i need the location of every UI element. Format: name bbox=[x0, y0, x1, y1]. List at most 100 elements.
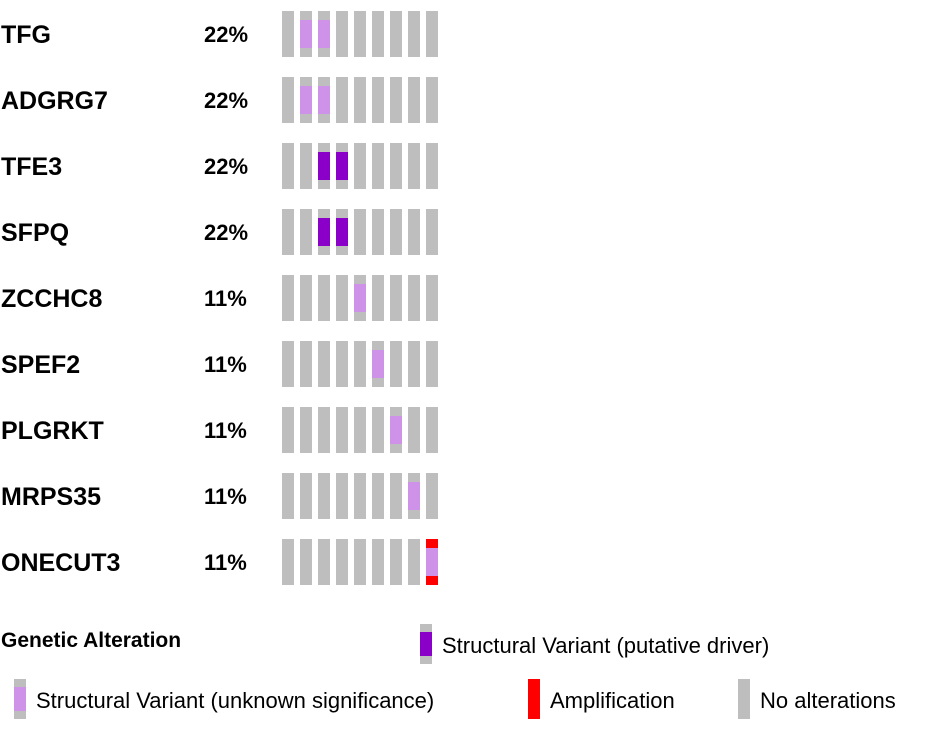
sample-cell bbox=[426, 143, 438, 189]
no-alteration-mark bbox=[390, 143, 402, 189]
sample-cell bbox=[408, 539, 420, 585]
no-alteration-mark bbox=[426, 407, 438, 453]
sample-cell bbox=[372, 143, 384, 189]
no-alteration-mark bbox=[318, 275, 330, 321]
sample-cell bbox=[354, 341, 366, 387]
structural-variant-driver-mark bbox=[336, 218, 348, 246]
gene-label: MRPS35 bbox=[1, 483, 101, 511]
no-alteration-mark bbox=[390, 341, 402, 387]
no-alteration-mark bbox=[390, 209, 402, 255]
no-alteration-mark bbox=[336, 341, 348, 387]
percent-label: 11% bbox=[204, 286, 247, 311]
legend-title: Genetic Alteration bbox=[1, 629, 181, 652]
sample-cell bbox=[282, 11, 294, 57]
legend-swatch bbox=[528, 679, 540, 719]
track-row-sfpq: SFPQ 22% bbox=[1, 209, 438, 255]
structural-variant-unknown-mark bbox=[300, 86, 312, 114]
sample-cell bbox=[372, 341, 384, 387]
no-alteration-mark bbox=[354, 11, 366, 57]
structural-variant-unknown-mark bbox=[354, 284, 366, 312]
track-row-adgrg7: ADGRG7 22% bbox=[1, 77, 438, 123]
structural-variant-unknown-mark bbox=[318, 86, 330, 114]
structural-variant-driver-mark bbox=[336, 152, 348, 180]
sample-cell bbox=[300, 341, 312, 387]
legend-swatch bbox=[420, 624, 432, 664]
structural-variant-driver-mark bbox=[318, 152, 330, 180]
no-alteration-mark bbox=[300, 275, 312, 321]
no-alteration-mark bbox=[408, 341, 420, 387]
no-alteration-mark bbox=[390, 275, 402, 321]
sample-cell bbox=[336, 143, 348, 189]
percent-label: 22% bbox=[204, 22, 248, 47]
sample-cell bbox=[318, 407, 330, 453]
sample-cell bbox=[282, 77, 294, 123]
gene-label: SFPQ bbox=[1, 219, 69, 247]
sample-cell bbox=[408, 275, 420, 321]
sample-cell bbox=[354, 407, 366, 453]
sample-cell bbox=[426, 11, 438, 57]
sample-cell bbox=[318, 143, 330, 189]
gene-label: ADGRG7 bbox=[1, 87, 108, 115]
sample-cell bbox=[336, 77, 348, 123]
structural-variant-unknown-mark bbox=[408, 482, 420, 510]
sample-cell bbox=[318, 77, 330, 123]
percent-label: 11% bbox=[204, 484, 247, 509]
no-alteration-mark bbox=[408, 11, 420, 57]
no-alteration-mark bbox=[318, 341, 330, 387]
no-alteration-mark bbox=[372, 143, 384, 189]
sample-cell bbox=[426, 209, 438, 255]
no-alteration-mark bbox=[372, 407, 384, 453]
legend-item-sv-unknown: Structural Variant (unknown significance… bbox=[14, 679, 434, 719]
sample-cell bbox=[372, 11, 384, 57]
no-alteration-mark bbox=[372, 77, 384, 123]
no-alteration-mark bbox=[336, 539, 348, 585]
sample-cell bbox=[336, 407, 348, 453]
no-alteration-mark bbox=[354, 341, 366, 387]
no-alteration-mark bbox=[318, 407, 330, 453]
sample-cell bbox=[372, 539, 384, 585]
sample-cell bbox=[336, 275, 348, 321]
sample-cell bbox=[318, 11, 330, 57]
sample-cell bbox=[390, 77, 402, 123]
no-alteration-mark bbox=[372, 473, 384, 519]
legend-label: Amplification bbox=[550, 688, 675, 713]
sample-cell bbox=[282, 539, 294, 585]
gene-label: TFE3 bbox=[1, 153, 62, 181]
structural-variant-unknown-mark bbox=[390, 416, 402, 444]
sample-cell bbox=[408, 209, 420, 255]
no-alteration-mark bbox=[282, 209, 294, 255]
sample-cell bbox=[372, 275, 384, 321]
legend-swatch bbox=[738, 679, 750, 719]
no-alteration-mark bbox=[282, 77, 294, 123]
track-row-plgrkt: PLGRKT 11% bbox=[1, 407, 438, 453]
sample-cell bbox=[282, 143, 294, 189]
structural-variant-unknown-mark bbox=[318, 20, 330, 48]
track-row-tfe3: TFE3 22% bbox=[1, 143, 438, 189]
track-row-tfg: TFG 22% bbox=[1, 11, 438, 57]
structural-variant-driver-mark bbox=[318, 218, 330, 246]
percent-label: 22% bbox=[204, 88, 248, 113]
gene-label: ZCCHC8 bbox=[1, 285, 102, 313]
no-alteration-mark bbox=[426, 341, 438, 387]
no-alteration-mark bbox=[426, 77, 438, 123]
oncoprint-rows: TFG 22%ADGRG7 22%TFE3 22%SFPQ 22%ZCCHC8 11%SP… bbox=[1, 11, 438, 585]
no-alteration-mark bbox=[282, 143, 294, 189]
no-alteration-mark bbox=[300, 143, 312, 189]
sample-cell bbox=[336, 209, 348, 255]
percent-label: 22% bbox=[204, 220, 248, 245]
sample-cell bbox=[300, 209, 312, 255]
gene-label: PLGRKT bbox=[1, 417, 104, 445]
sample-cell bbox=[390, 341, 402, 387]
legend-swatch bbox=[14, 679, 26, 719]
sample-cell bbox=[282, 275, 294, 321]
gene-label: ONECUT3 bbox=[1, 549, 120, 577]
no-alteration-mark bbox=[390, 77, 402, 123]
sample-cell bbox=[300, 539, 312, 585]
no-alteration-mark bbox=[282, 11, 294, 57]
no-alteration-mark bbox=[336, 473, 348, 519]
no-alteration-mark bbox=[426, 275, 438, 321]
sample-cell bbox=[390, 143, 402, 189]
no-alteration-mark bbox=[426, 209, 438, 255]
sample-cell bbox=[354, 209, 366, 255]
